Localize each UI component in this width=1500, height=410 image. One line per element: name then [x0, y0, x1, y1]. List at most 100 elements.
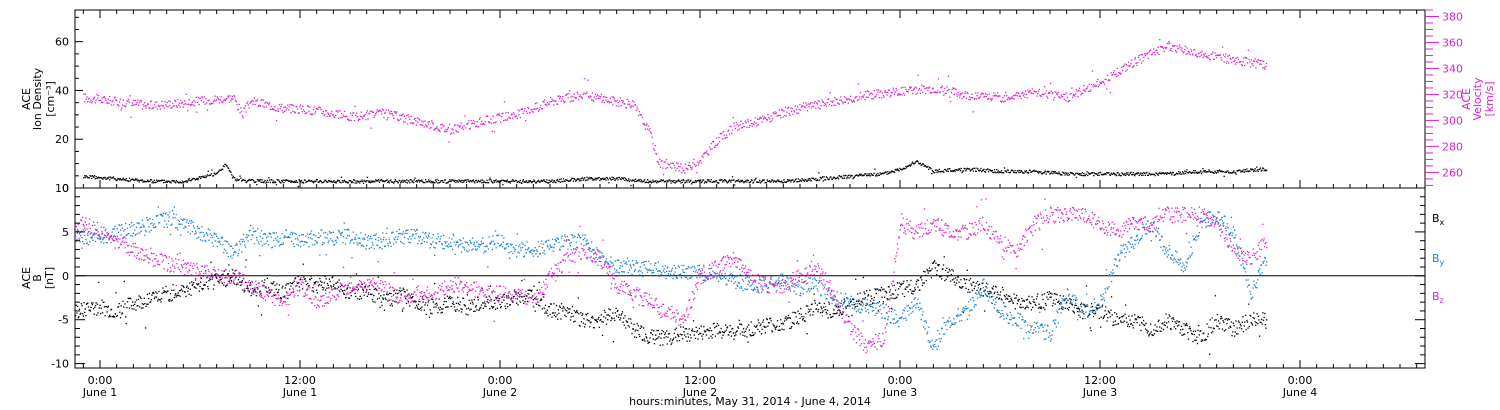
bx-point [147, 303, 149, 305]
velocity-point [737, 129, 739, 131]
velocity-point [685, 167, 687, 169]
ion-density-point [1183, 173, 1185, 175]
bx-point [1008, 301, 1010, 303]
bx-point [829, 314, 831, 316]
bx-point [880, 287, 883, 289]
velocity-point [513, 113, 515, 116]
bx-point [750, 321, 752, 323]
bx-point [409, 305, 411, 307]
bx-point [1064, 307, 1066, 309]
ion-density-point [137, 180, 139, 182]
ion-density-point [706, 179, 709, 181]
ion-density-point [827, 178, 829, 180]
ion-density-point [326, 181, 328, 183]
ion-density-point [880, 173, 882, 175]
velocity-point [278, 103, 281, 106]
ion-density-point [311, 180, 313, 182]
velocity-point [1190, 50, 1193, 52]
velocity-point [684, 172, 686, 174]
ion-density-point [1134, 175, 1136, 177]
bx-point [1016, 303, 1018, 305]
ion-density-point [1128, 174, 1131, 176]
bx-point [950, 280, 952, 282]
ion-density-point [1240, 170, 1243, 172]
velocity-point [1129, 64, 1131, 67]
velocity-point [500, 121, 502, 123]
velocity-point [700, 160, 702, 162]
velocity-point [807, 103, 809, 105]
velocity-point [308, 110, 310, 112]
ion-density-point [1217, 171, 1219, 173]
bx-point [109, 314, 111, 316]
velocity-point [995, 95, 997, 97]
velocity-point [243, 107, 246, 109]
velocity-point [506, 118, 509, 120]
velocity-point [272, 108, 274, 111]
velocity-point [803, 102, 805, 104]
ion-density-point [1038, 171, 1040, 173]
velocity-point [1080, 94, 1082, 96]
ion-density-point [1132, 171, 1134, 174]
velocity-point [468, 120, 470, 122]
bx-point [553, 303, 555, 305]
velocity-point [336, 110, 338, 112]
velocity-point [671, 167, 673, 169]
ion-density-point [498, 181, 500, 184]
ion-density-point [662, 179, 665, 181]
velocity-point [774, 111, 776, 113]
bx-point [512, 296, 515, 298]
ion-density-point [784, 181, 787, 183]
ion-density-point [1002, 172, 1004, 174]
ion-density-point [1243, 171, 1246, 173]
ion-density-point [104, 176, 106, 179]
ion-density-point [416, 181, 418, 183]
velocity-point [816, 103, 818, 105]
bx-point [218, 282, 220, 284]
bx-point [534, 310, 536, 312]
ion-density-point [956, 169, 959, 171]
ion-density-point [561, 180, 563, 183]
velocity-point [1220, 57, 1222, 59]
velocity-point [175, 100, 177, 102]
ion-density-point [937, 171, 940, 173]
ion-density-point [1015, 172, 1018, 174]
velocity-point [760, 117, 762, 119]
velocity-point [1247, 49, 1249, 51]
ion-density-point [722, 181, 724, 183]
bx-point [526, 295, 528, 297]
velocity-point [867, 96, 869, 99]
bx-point [887, 286, 890, 288]
ion-density-point [231, 174, 233, 176]
velocity-point [556, 103, 558, 105]
bx-point [303, 278, 306, 280]
bx-point [446, 306, 448, 308]
ion-density-point [567, 180, 569, 182]
bx-point [1053, 299, 1055, 301]
ion-density-point [833, 176, 835, 178]
velocity-point [903, 92, 905, 94]
velocity-point [506, 119, 508, 121]
bx-point [960, 287, 963, 289]
bx-point [1123, 320, 1125, 322]
ion-density-point [200, 177, 202, 180]
ion-density-point [1059, 174, 1062, 176]
bx-point [1162, 328, 1165, 331]
velocity-point [222, 100, 224, 102]
bx-point [95, 302, 97, 304]
velocity-point [151, 108, 153, 110]
velocity-point [931, 92, 933, 94]
bx-point [989, 291, 991, 293]
bx-point [959, 286, 961, 288]
velocity-point [1227, 55, 1229, 57]
ion-density-point [1110, 172, 1112, 174]
bx-point [1052, 302, 1054, 304]
velocity-point [947, 89, 949, 92]
bx-point [382, 297, 384, 299]
bx-point [730, 335, 733, 337]
velocity-point [383, 117, 385, 119]
bx-point [954, 284, 956, 286]
bx-point [1193, 333, 1195, 336]
ion-density-point [984, 171, 986, 173]
velocity-point [133, 99, 135, 101]
bx-point [589, 322, 591, 324]
